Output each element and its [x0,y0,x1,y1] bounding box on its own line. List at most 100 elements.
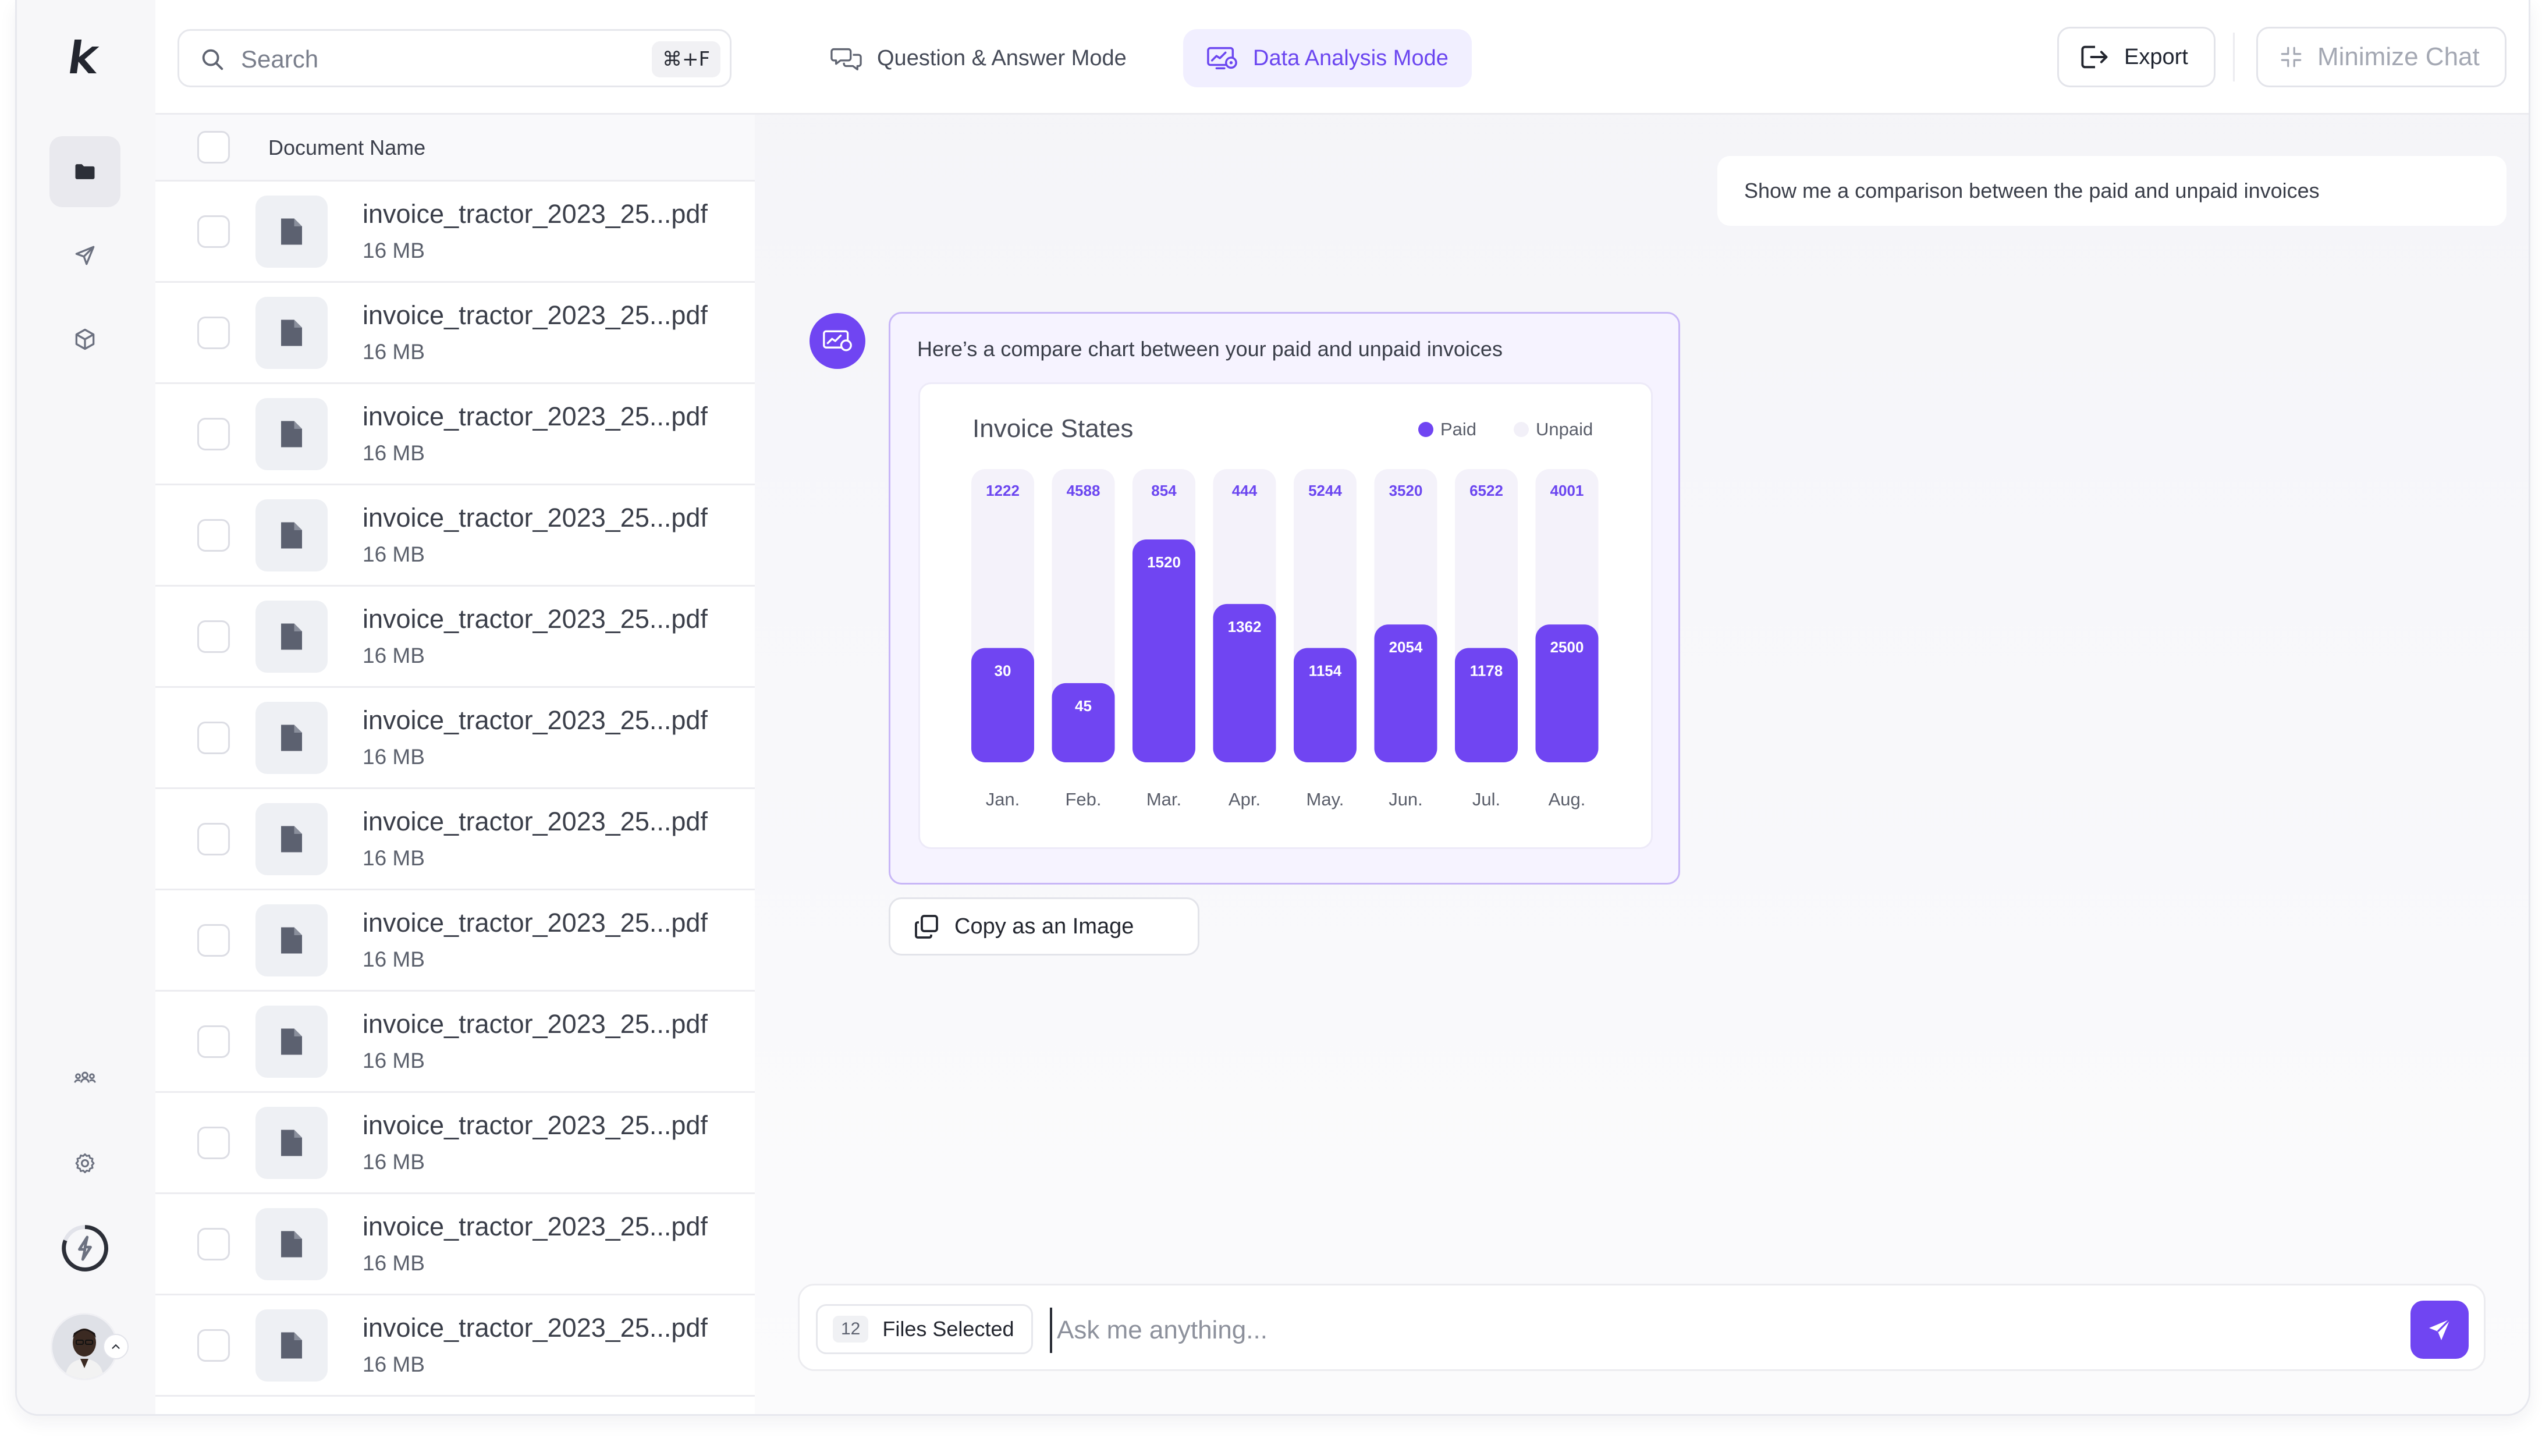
file-checkbox[interactable] [197,1025,230,1058]
unpaid-value-label: 4588 [1067,482,1100,499]
document-icon [281,522,302,549]
settings-nav-button[interactable] [49,1128,120,1199]
legend-paid-label: Paid [1440,419,1477,439]
assistant-message-text: Here’s a compare chart between your paid… [917,337,1503,361]
gear-icon [75,1153,95,1174]
minimize-chat-button[interactable]: Minimize Chat [2256,27,2507,87]
copy-as-image-button[interactable]: Copy as an Image [889,897,1199,956]
account-menu-toggle[interactable] [103,1334,129,1359]
file-row[interactable]: invoice_tractor_2023_25...pdf 16 MB [155,789,755,890]
file-checkbox[interactable] [197,823,230,855]
paid-value-label: 45 [1075,697,1092,715]
send-icon [75,246,95,265]
file-thumbnail [255,803,328,875]
file-name: invoice_tractor_2023_25...pdf [363,604,708,634]
legend-unpaid-swatch [1514,422,1529,437]
send-button[interactable] [2410,1301,2469,1359]
file-row[interactable]: invoice_tractor_2023_25...pdf 16 MB [155,992,755,1093]
file-size: 16 MB [363,340,425,364]
file-thumbnail [255,196,328,268]
paid-bar [1455,648,1518,762]
file-checkbox[interactable] [197,1329,230,1362]
file-checkbox[interactable] [197,215,230,248]
documents-nav-button[interactable] [49,136,120,207]
paid-bar [1213,603,1276,762]
file-checkbox[interactable] [197,1127,230,1159]
document-icon [281,1332,302,1359]
paid-value-label: 30 [995,662,1011,679]
file-row[interactable]: invoice_tractor_2023_25...pdf 16 MB [155,890,755,992]
chart-title: Invoice States [972,414,1134,443]
tab-question-answer-mode[interactable]: Question & Answer Mode [807,29,1150,87]
team-nav-button[interactable] [49,1043,120,1114]
file-size: 16 MB [363,441,425,465]
file-row[interactable]: invoice_tractor_2023_25...pdf 16 MB [155,283,755,384]
file-checkbox[interactable] [197,418,230,450]
file-thumbnail [255,702,328,774]
x-tick-label: Aug. [1549,789,1586,809]
unpaid-value-label: 5244 [1308,482,1342,499]
file-name: invoice_tractor_2023_25...pdf [363,503,708,532]
file-thumbnail [255,499,328,571]
user-avatar[interactable] [51,1313,118,1380]
chat-input[interactable] [1050,1308,2373,1353]
file-name: invoice_tractor_2023_25...pdf [363,402,708,431]
files-selected-chip[interactable]: 12 Files Selected [816,1304,1034,1354]
file-checkbox[interactable] [197,317,230,349]
x-tick-label: Jan. [986,789,1020,809]
file-list: invoice_tractor_2023_25...pdf 16 MB invo… [155,182,755,1397]
file-name: invoice_tractor_2023_25...pdf [363,807,708,836]
unpaid-value-label: 444 [1232,482,1258,499]
file-name: invoice_tractor_2023_25...pdf [363,705,708,735]
app-window: ⌘+F Document Name invoice_tractor_2023_2… [15,0,2530,1416]
file-name: invoice_tractor_2023_25...pdf [363,1009,708,1039]
file-row[interactable]: invoice_tractor_2023_25...pdf 16 MB [155,587,755,688]
paid-bar [1294,648,1357,762]
file-checkbox[interactable] [197,722,230,754]
tab-data-analysis-label: Data Analysis Mode [1253,45,1448,70]
file-row[interactable]: invoice_tractor_2023_25...pdf 16 MB [155,182,755,283]
unpaid-value-label: 854 [1151,482,1177,499]
share-nav-button[interactable] [49,220,120,291]
x-tick-label: Jul. [1472,789,1500,809]
file-size: 16 MB [363,1251,425,1275]
paid-bar [1535,624,1599,762]
packages-nav-button[interactable] [49,304,120,375]
files-selected-count: 12 [833,1316,869,1343]
file-row[interactable]: invoice_tractor_2023_25...pdf 16 MB [155,1295,755,1397]
files-selected-label: Files Selected [882,1317,1014,1341]
unpaid-value-label: 6522 [1469,482,1503,499]
file-row[interactable]: invoice_tractor_2023_25...pdf 16 MB [155,1194,755,1295]
file-checkbox[interactable] [197,1228,230,1260]
usage-nav-button[interactable] [49,1213,120,1284]
toolbar-divider [2233,33,2235,81]
paid-value-label: 2054 [1389,638,1423,656]
file-size: 16 MB [363,1352,425,1376]
search-input[interactable] [240,41,638,77]
document-icon [281,1028,302,1055]
file-row[interactable]: invoice_tractor_2023_25...pdf 16 MB [155,384,755,485]
file-checkbox[interactable] [197,620,230,653]
icon-rail [17,0,157,1414]
legend-paid: Paid [1418,419,1476,440]
file-size: 16 MB [363,239,425,262]
export-button[interactable]: Export [2057,27,2216,87]
file-name: invoice_tractor_2023_25...pdf [363,1212,708,1241]
file-list-header: Document Name [155,113,755,182]
user-photo-icon [52,1315,116,1379]
file-size: 16 MB [363,745,425,769]
tab-question-answer-label: Question & Answer Mode [877,45,1127,70]
tab-data-analysis-mode[interactable]: Data Analysis Mode [1183,29,1472,87]
file-thumbnail [255,297,328,369]
file-thumbnail [255,1309,328,1382]
file-size: 16 MB [363,542,425,566]
file-row[interactable]: invoice_tractor_2023_25...pdf 16 MB [155,485,755,587]
file-row[interactable]: invoice_tractor_2023_25...pdf 16 MB [155,688,755,789]
select-all-checkbox[interactable] [197,131,230,164]
brand-logo-icon[interactable] [63,36,104,77]
file-checkbox[interactable] [197,519,230,552]
file-row[interactable]: invoice_tractor_2023_25...pdf 16 MB [155,1093,755,1194]
file-checkbox[interactable] [197,924,230,957]
paid-value-label: 1520 [1147,553,1181,571]
minimize-chat-label: Minimize Chat [2317,42,2480,71]
